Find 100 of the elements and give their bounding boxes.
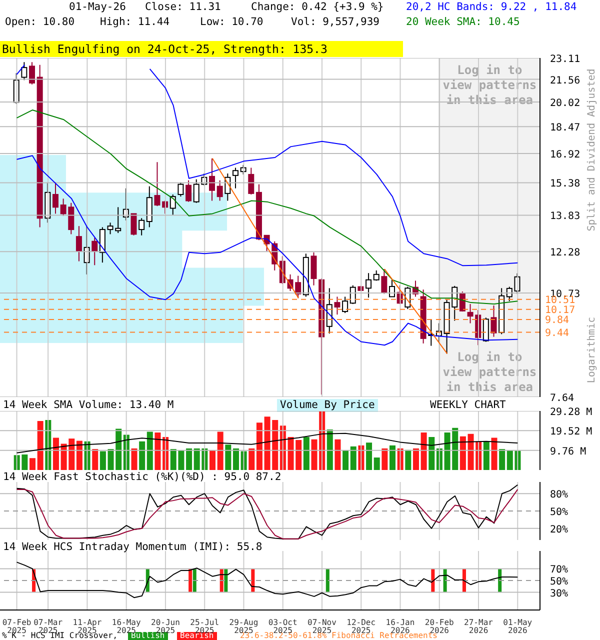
text: High: 11.44	[100, 16, 170, 29]
bar	[210, 450, 216, 470]
candlestick	[342, 296, 348, 314]
bar	[374, 458, 380, 470]
y-tick-label: 12.28	[550, 248, 580, 259]
text: Vol: 9,557,939	[291, 16, 380, 29]
y-tick-label: 80%	[550, 490, 568, 501]
candlestick	[334, 296, 340, 316]
x-tick-label: 01-May 2026	[503, 618, 532, 635]
y-tick-label: 18.47	[550, 122, 580, 134]
candlestick	[154, 162, 160, 207]
y-tick-label: 23.11	[550, 54, 580, 65]
bar	[366, 442, 372, 470]
text: Logarithmic	[586, 316, 598, 384]
candlestick	[232, 167, 238, 189]
y-tick-label: 16.92	[550, 149, 580, 160]
y-tick-label: 29.28 M	[550, 407, 592, 418]
candlestick	[21, 62, 28, 81]
y-tick-label: 7.64	[550, 393, 574, 404]
bar	[326, 430, 333, 470]
annotation: Volume By Price	[277, 399, 378, 412]
bar	[428, 436, 435, 470]
y-tick-label: 21.56	[550, 75, 580, 86]
y-axis-title: Split and Dividend Adjusted	[586, 68, 598, 232]
y-tick-label: 50%	[550, 576, 568, 588]
candlestick	[490, 305, 497, 338]
candlestick	[29, 62, 36, 85]
candlestick	[138, 218, 145, 236]
candlestick	[350, 284, 356, 305]
candlestick	[92, 237, 98, 266]
annotation: WEEKLY CHART	[430, 399, 506, 412]
text: 20,2 HC Bands: 9.22 , 11.84	[406, 1, 577, 14]
bar	[131, 448, 138, 470]
text: Low: 10.70	[200, 16, 264, 29]
bar	[146, 432, 153, 470]
bar	[217, 432, 224, 470]
y-tick-label: 50%	[550, 507, 568, 518]
bar	[100, 451, 106, 470]
bar	[225, 444, 232, 470]
y-tick-label: 15.38	[550, 178, 580, 190]
bar	[334, 439, 341, 470]
bar	[390, 445, 396, 470]
bar	[37, 421, 44, 470]
y-tick-label: 20%	[550, 524, 568, 536]
bar	[52, 438, 59, 470]
bar	[499, 449, 506, 470]
bar	[30, 458, 36, 470]
bar	[382, 448, 388, 470]
candlestick	[52, 182, 58, 214]
candlestick	[209, 158, 216, 202]
line-series	[16, 562, 518, 598]
ref-line-label: 9.84	[545, 315, 570, 326]
bar	[256, 422, 262, 470]
text: Bullish Engulfing on 24-Oct-25, Strength: 135.3	[0, 41, 403, 57]
line-series	[16, 432, 518, 454]
candlestick	[366, 272, 372, 298]
bar	[186, 448, 192, 470]
candlestick	[130, 213, 137, 236]
bar	[303, 436, 310, 470]
candlestick	[76, 226, 82, 262]
ref-line-label: 9.44	[545, 328, 570, 339]
bar	[311, 439, 318, 470]
text: Open: 10.80	[5, 16, 75, 29]
y-tick-label: 9.76 M	[550, 446, 586, 458]
candlestick	[248, 167, 254, 195]
chart-title: 14 Week Fast Stochastic (%K)(%D) : 95.0 87.2	[3, 471, 282, 484]
x-tick-label: 16-Jan 2026	[386, 618, 415, 635]
bar	[342, 450, 349, 470]
bar	[154, 432, 161, 470]
bar	[92, 449, 98, 470]
y-tick-label: 19.52 M	[550, 426, 592, 438]
ref-line-label: 10.17	[545, 304, 576, 316]
y-tick-label: 13.83	[550, 211, 580, 222]
text: 01-May-26	[69, 1, 126, 14]
text: Change: 0.42 {+3.9 %}	[251, 1, 384, 14]
candlestick	[482, 317, 489, 342]
candlestick	[389, 279, 396, 298]
bar	[483, 442, 490, 470]
bar	[460, 436, 466, 470]
candlestick	[99, 226, 106, 264]
bar	[420, 432, 427, 470]
y-tick-label: 70%	[550, 564, 568, 576]
candlestick	[216, 180, 223, 202]
bar	[491, 438, 498, 470]
candlestick	[381, 268, 388, 294]
y-tick-label: 20.02	[550, 98, 580, 109]
chart-title: 14 Week SMA Volume: 13.40 M	[3, 399, 174, 412]
candlestick	[178, 182, 184, 198]
bar	[412, 448, 419, 470]
x-tick-label: 27-Mar 2026	[464, 618, 494, 635]
y-tick-label: 30%	[550, 588, 568, 600]
line-series	[16, 155, 518, 346]
candlestick	[186, 180, 192, 202]
chart-title: 14 Week HCS Intraday Momentum (IMI): 55.8	[3, 541, 262, 554]
bar	[350, 446, 356, 470]
text: Close: 11.31	[145, 1, 221, 14]
bar	[139, 441, 146, 470]
candlestick	[146, 186, 152, 228]
bar	[76, 440, 82, 470]
bar	[405, 450, 412, 470]
